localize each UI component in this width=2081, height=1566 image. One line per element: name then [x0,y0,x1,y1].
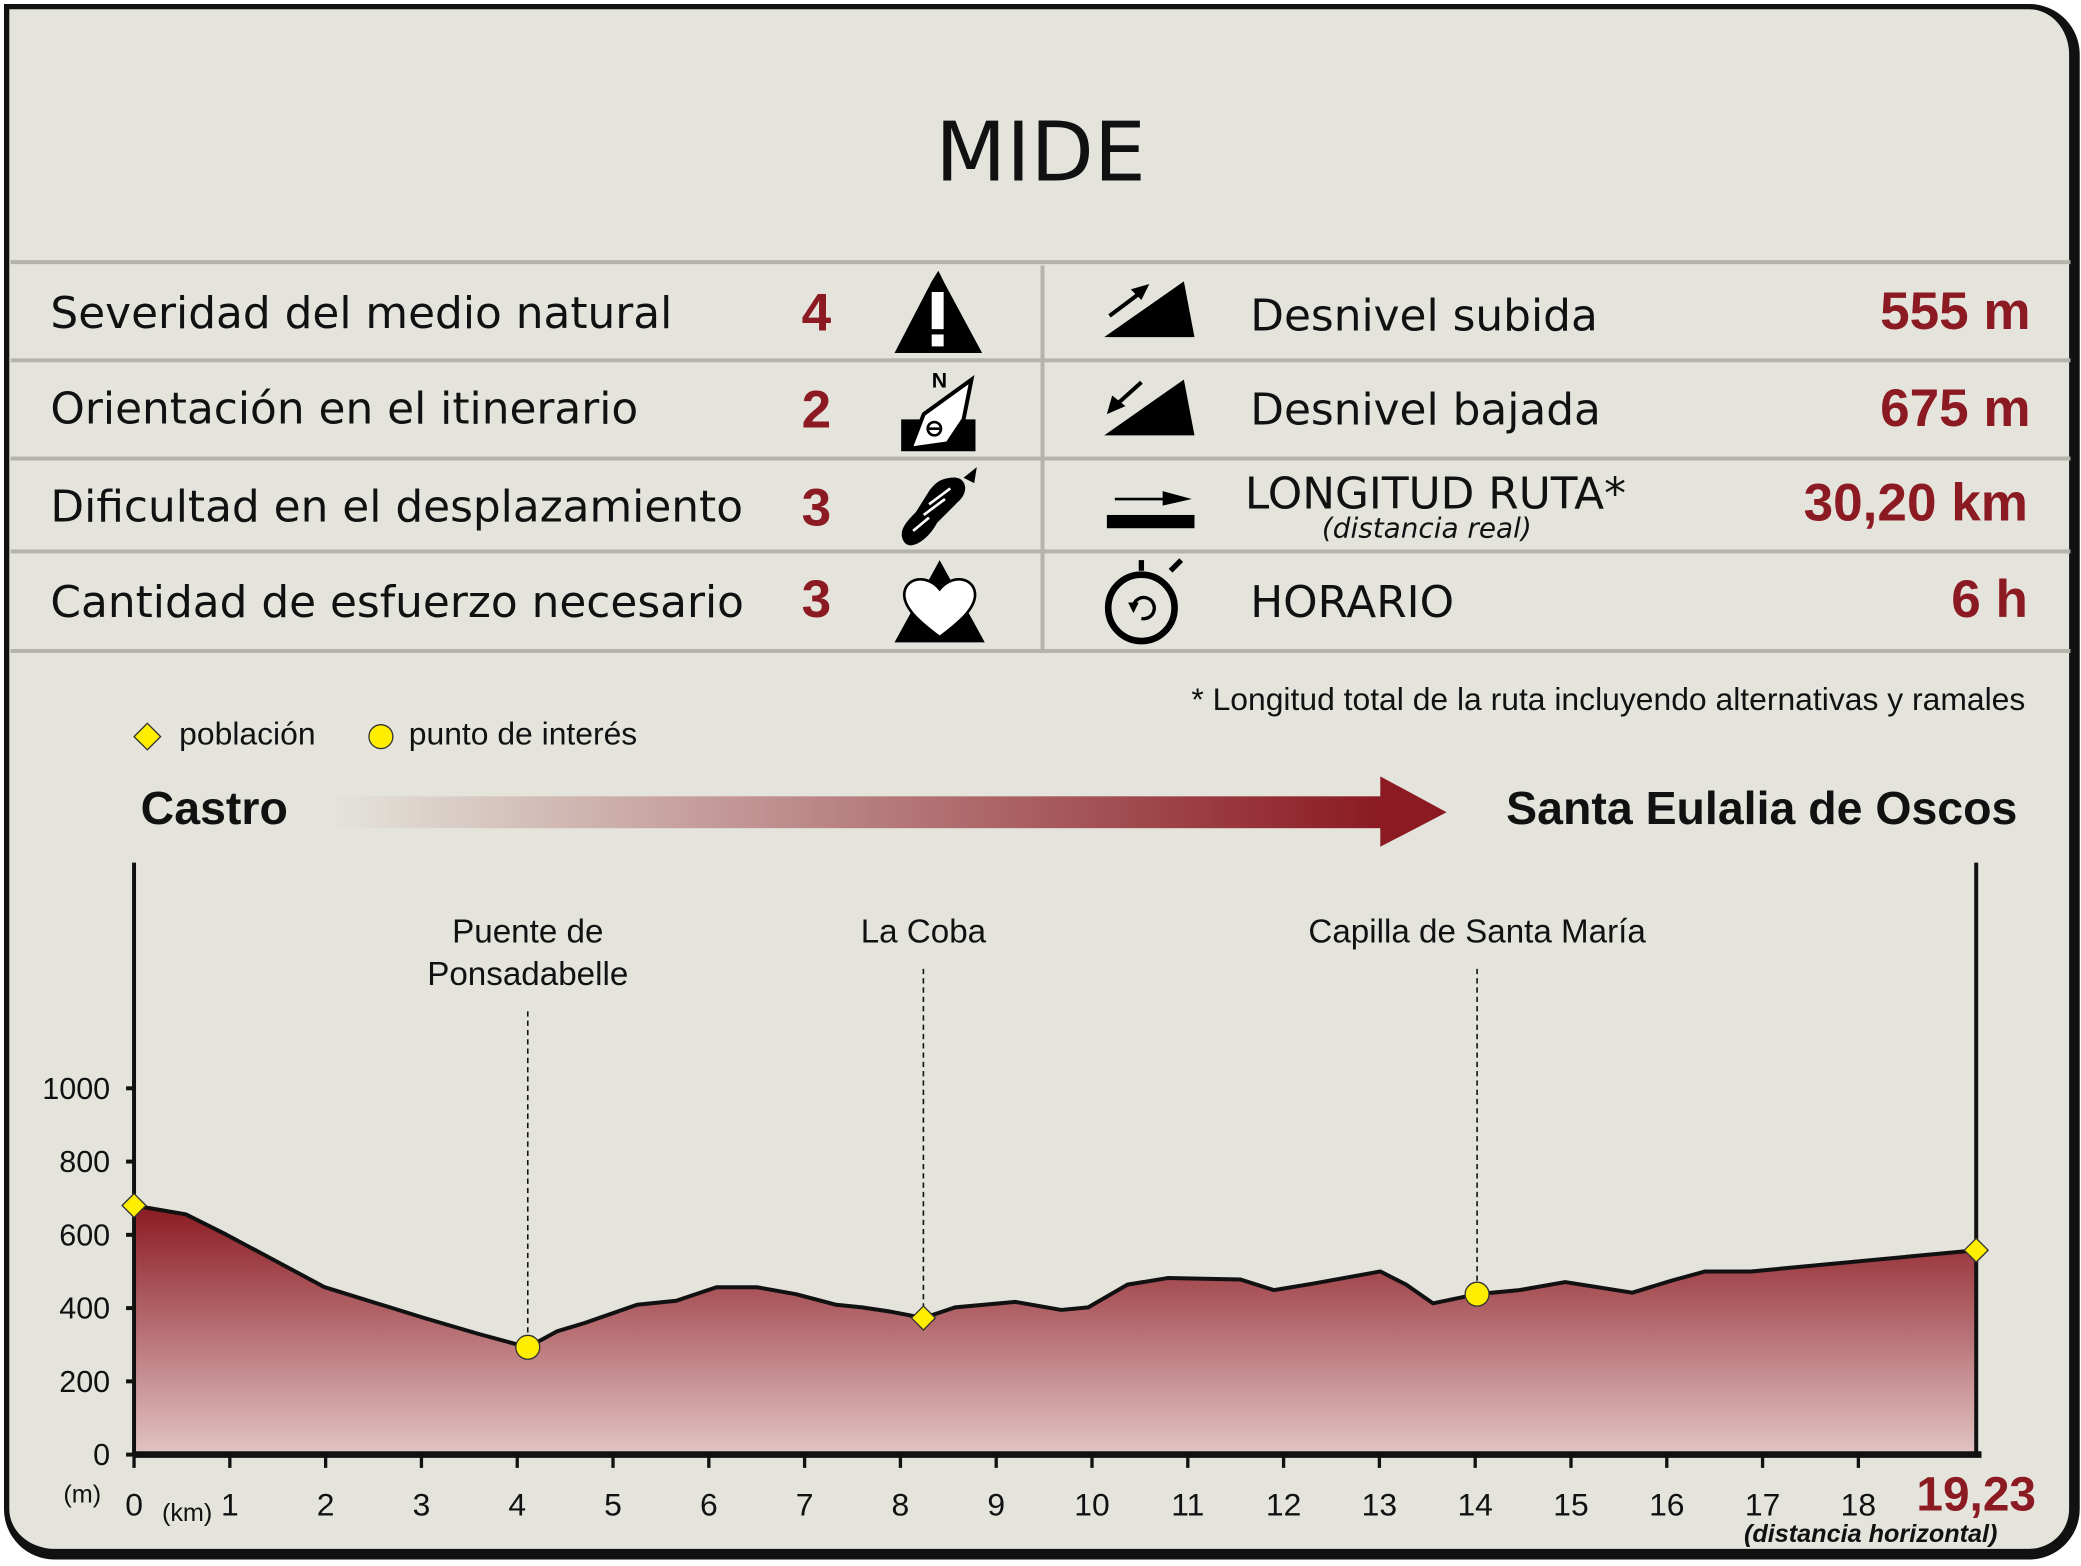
x-tick-label: 15 [1553,1487,1588,1523]
route-start: Castro [140,783,288,835]
stat-value-subida: 555 m [1880,282,2031,342]
profile-area [134,1205,1977,1455]
town-marker-icon [133,722,162,751]
stat-value-bajada: 675 m [1880,379,2031,438]
ascent-icon [1104,281,1195,338]
x-tick-label: 11 [1171,1487,1204,1523]
legend-town: población [179,716,316,753]
poi-marker [1464,1281,1490,1307]
mide-value-esfuerzo: 3 [801,570,832,630]
poi-marker [515,1334,541,1360]
x-tick-label: 3 [413,1487,431,1523]
stat-label-bajada: Desnivel bajada [1250,383,1601,436]
mide-value-severidad: 4 [801,284,832,343]
x-tick-label: 16 [1649,1487,1684,1523]
mide-value-orientacion: 2 [801,380,832,440]
stat-sublabel-longitud: (distancia real) [1321,512,1532,545]
divider [10,549,2071,554]
x-tick-label: 9 [987,1487,1005,1523]
boot-sole-icon [901,467,977,546]
x-tick-label: 4 [508,1487,526,1523]
y-tick-label: 400 [59,1292,110,1326]
x-tick-label: 6 [700,1487,718,1523]
y-tick-label: 800 [59,1145,110,1179]
warning-mountain-icon [894,270,983,354]
x-tick-label: 12 [1266,1487,1301,1523]
x-tick-label: 1 [221,1487,239,1523]
footnote: * Longitud total de la ruta incluyendo a… [1191,682,2026,719]
stat-label-horario: HORARIO [1250,576,1455,628]
x-tick-label: 17 [1745,1487,1780,1523]
route-end: Santa Eulalia de Oscos [1506,783,2018,835]
y-tick-label: 1000 [42,1072,110,1106]
y-tick-label: 0 [93,1438,110,1472]
poi-marker-icon [368,723,394,750]
page-title: MIDE [935,103,1146,201]
x-axis-label: (km) [162,1499,212,1527]
x-tick-label: 8 [892,1487,910,1523]
descent-icon [1104,379,1195,436]
legend-poi: punto de interés [408,716,638,753]
heart-mountain-icon [894,560,985,643]
x-end-sublabel: (distancia horizontal) [1744,1520,1997,1548]
divider [10,456,2071,461]
divider [10,358,2071,363]
length-icon [1106,491,1195,529]
compass-icon: N [901,370,976,452]
x-end-label: 19,23 [1916,1468,2036,1521]
poi-label: Ponsadabelle [427,956,628,993]
divider [1040,265,1045,651]
poi-label: La Coba [861,913,987,950]
stat-label-longitud: LONGITUD RUTA* [1244,467,1627,519]
y-tick-label: 200 [59,1365,110,1399]
x-tick-label: 13 [1362,1487,1397,1523]
mide-label-esfuerzo: Cantidad de esfuerzo necesario [50,576,744,628]
stat-value-horario: 6 h [1951,570,2028,630]
poi-label: Puente de [452,913,603,950]
x-tick-label: 14 [1457,1487,1492,1523]
mide-label-dificultad: Dificultad en el desplazamiento [50,480,744,533]
mide-label-orientacion: Orientación en el itinerario [50,382,639,434]
town-marker [1963,1237,1990,1264]
y-axis-label: (m) [63,1480,101,1508]
svg-text:N: N [932,370,947,393]
town-marker [910,1305,937,1331]
x-tick-label: 5 [604,1487,622,1523]
x-tick-label: 0 [125,1487,143,1523]
mide-value-dificultad: 3 [801,479,832,538]
stat-label-subida: Desnivel subida [1250,289,1598,342]
town-marker [121,1192,147,1219]
divider [10,260,2071,265]
x-tick-label: 2 [317,1487,335,1523]
y-tick-label: 600 [59,1218,110,1252]
mide-label-severidad: Severidad del medio natural [50,286,673,339]
divider [10,649,2071,653]
direction-arrow [331,776,1447,847]
x-tick-label: 18 [1841,1487,1876,1523]
x-tick-label: 7 [796,1487,814,1523]
x-tick-label: 10 [1074,1487,1109,1523]
stopwatch-icon [1104,558,1184,645]
stat-value-longitud: 30,20 km [1803,473,2028,533]
poi-label: Capilla de Santa María [1308,913,1646,950]
